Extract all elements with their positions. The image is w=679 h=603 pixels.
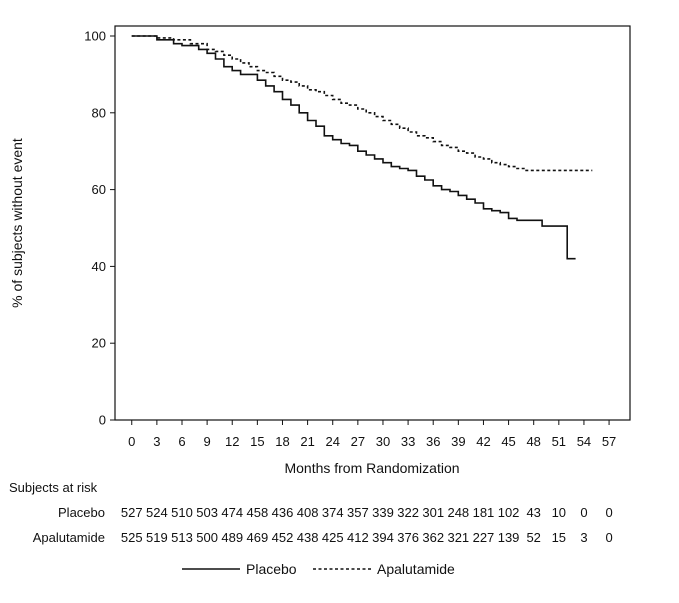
- risk-count-apalutamide: 3: [580, 530, 587, 545]
- x-tick-label: 6: [178, 434, 185, 449]
- risk-count-apalutamide: 452: [272, 530, 294, 545]
- risk-count-placebo: 524: [146, 505, 168, 520]
- series-line-apalutamide: [131, 35, 593, 172]
- risk-count-placebo: 510: [171, 505, 193, 520]
- y-tick-label: 20: [92, 336, 106, 351]
- x-tick-label: 42: [476, 434, 490, 449]
- risk-count-apalutamide: 0: [605, 530, 612, 545]
- x-tick-label: 57: [602, 434, 616, 449]
- risk-table-counts: 527 524 510 503 474 458 436 408 374 357 339 322 301 2…: [121, 505, 613, 545]
- x-tick-label: 45: [501, 434, 515, 449]
- risk-table-title: Subjects at risk: [9, 480, 98, 495]
- x-tick-label: 51: [552, 434, 566, 449]
- x-tick-label: 36: [426, 434, 440, 449]
- x-axis: 0 3 6 9 12 15 18 21 24 27 30 33 36 39 42 45 48 51 54 57: [128, 420, 616, 449]
- risk-count-placebo: 0: [605, 505, 612, 520]
- x-tick-label: 21: [300, 434, 314, 449]
- x-tick-label: 0: [128, 434, 135, 449]
- risk-count-apalutamide: 469: [247, 530, 269, 545]
- risk-count-apalutamide: 425: [322, 530, 344, 545]
- risk-count-placebo: 0: [580, 505, 587, 520]
- risk-count-apalutamide: 376: [397, 530, 419, 545]
- y-tick-label: 80: [92, 105, 106, 120]
- risk-count-placebo: 527: [121, 505, 143, 520]
- risk-count-apalutamide: 227: [473, 530, 495, 545]
- risk-count-placebo: 43: [526, 505, 540, 520]
- x-tick-label: 12: [225, 434, 239, 449]
- survival-curves: [131, 35, 593, 260]
- risk-count-apalutamide: 15: [552, 530, 566, 545]
- risk-count-placebo: 322: [397, 505, 419, 520]
- y-tick-label: 100: [84, 29, 106, 44]
- risk-count-placebo: 102: [498, 505, 520, 520]
- x-tick-label: 54: [577, 434, 591, 449]
- risk-count-apalutamide: 52: [526, 530, 540, 545]
- x-tick-label: 27: [351, 434, 365, 449]
- risk-count-apalutamide: 525: [121, 530, 143, 545]
- y-axis: 0 20 40 60 80 100: [84, 29, 115, 428]
- risk-count-placebo: 248: [447, 505, 469, 520]
- y-tick-label: 0: [99, 413, 106, 428]
- risk-count-placebo: 301: [422, 505, 444, 520]
- risk-count-placebo: 503: [196, 505, 218, 520]
- risk-row-label-apalutamide: Apalutamide: [33, 530, 105, 545]
- x-axis-label: Months from Randomization: [284, 460, 459, 476]
- series-line-placebo: [131, 35, 576, 260]
- risk-count-apalutamide: 500: [196, 530, 218, 545]
- risk-count-placebo: 10: [552, 505, 566, 520]
- x-tick-label: 24: [325, 434, 339, 449]
- risk-count-apalutamide: 394: [372, 530, 394, 545]
- risk-count-placebo: 474: [221, 505, 243, 520]
- risk-count-placebo: 458: [247, 505, 269, 520]
- legend: Placebo Apalutamide: [182, 561, 455, 577]
- risk-count-apalutamide: 519: [146, 530, 168, 545]
- risk-count-placebo: 408: [297, 505, 319, 520]
- risk-row-label-placebo: Placebo: [58, 505, 105, 520]
- risk-count-placebo: 339: [372, 505, 394, 520]
- x-tick-label: 3: [153, 434, 160, 449]
- x-tick-label: 9: [203, 434, 210, 449]
- risk-count-placebo: 436: [272, 505, 294, 520]
- risk-count-apalutamide: 139: [498, 530, 520, 545]
- risk-count-placebo: 374: [322, 505, 344, 520]
- x-tick-label: 33: [401, 434, 415, 449]
- x-tick-label: 30: [376, 434, 390, 449]
- x-tick-label: 48: [526, 434, 540, 449]
- y-axis-label: % of subjects without event: [9, 138, 25, 308]
- x-tick-label: 18: [275, 434, 289, 449]
- x-tick-label: 15: [250, 434, 264, 449]
- legend-label-placebo: Placebo: [246, 561, 297, 577]
- risk-count-placebo: 181: [473, 505, 495, 520]
- risk-count-apalutamide: 513: [171, 530, 193, 545]
- risk-count-apalutamide: 412: [347, 530, 369, 545]
- risk-count-apalutamide: 438: [297, 530, 319, 545]
- risk-count-apalutamide: 489: [221, 530, 243, 545]
- plot-frame: [114, 25, 631, 421]
- y-tick-label: 40: [92, 259, 106, 274]
- y-tick-label: 60: [92, 182, 106, 197]
- x-tick-label: 39: [451, 434, 465, 449]
- risk-count-placebo: 357: [347, 505, 369, 520]
- legend-label-apalutamide: Apalutamide: [377, 561, 455, 577]
- risk-count-apalutamide: 362: [422, 530, 444, 545]
- risk-count-apalutamide: 321: [447, 530, 469, 545]
